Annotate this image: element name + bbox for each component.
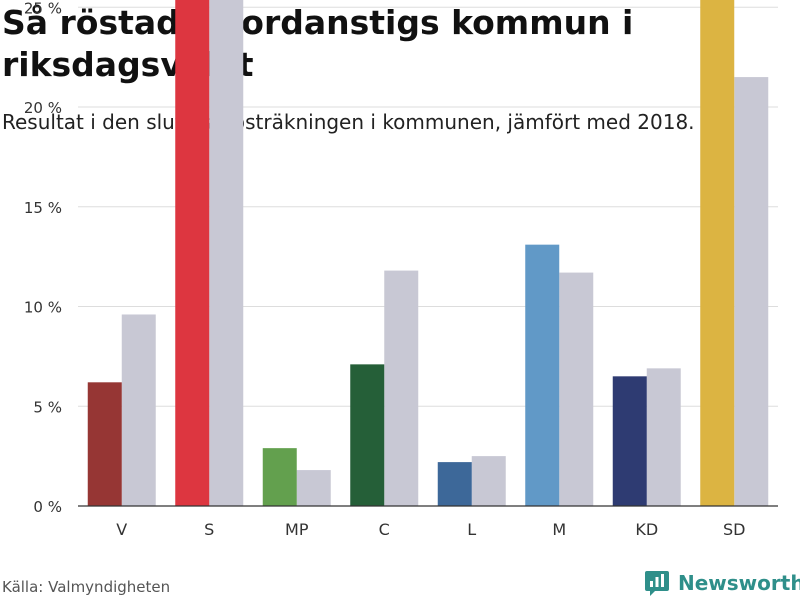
x-tick-label: MP <box>285 520 309 539</box>
bar-2022 <box>437 462 472 506</box>
bar-2022 <box>612 376 647 506</box>
y-tick-label: 15 % <box>24 199 62 217</box>
y-tick-label: 10 % <box>24 299 62 317</box>
source-note: Källa: Valmyndigheten <box>2 578 171 596</box>
x-tick-label: C <box>379 520 390 539</box>
bar-2018 <box>296 470 331 506</box>
bar-2018 <box>121 314 156 506</box>
bar-2022 <box>87 382 122 506</box>
x-tick-label: KD <box>635 520 658 539</box>
y-tick-label: 5 % <box>33 398 62 416</box>
chart-subtitle: Resultat i den slutliga rösträkningen i … <box>2 110 695 134</box>
bar-2022 <box>350 364 385 506</box>
bar-2018 <box>384 270 419 506</box>
x-tick-label: V <box>116 520 127 539</box>
bar-2018 <box>471 456 506 506</box>
x-tick-label: S <box>204 520 214 539</box>
y-tick-label: 20 % <box>24 99 62 117</box>
x-tick-label: L <box>467 520 476 539</box>
brand-name: Newsworthy <box>678 571 800 595</box>
y-tick-label: 25 % <box>24 0 62 17</box>
bar-2022 <box>175 0 210 506</box>
bar-2018 <box>734 77 769 506</box>
brand-logo: Newsworthy <box>644 568 800 598</box>
bar-2018 <box>559 272 594 506</box>
bar-2022 <box>700 0 735 506</box>
bar-2018 <box>646 368 681 506</box>
bar-2022 <box>262 448 297 506</box>
y-tick-label: 0 % <box>33 498 62 516</box>
bar-chart-logo-icon <box>645 571 669 596</box>
x-tick-label: M <box>552 520 566 539</box>
x-tick-label: SD <box>723 520 745 539</box>
bar-2022 <box>525 244 560 506</box>
bar-2018 <box>209 0 244 506</box>
